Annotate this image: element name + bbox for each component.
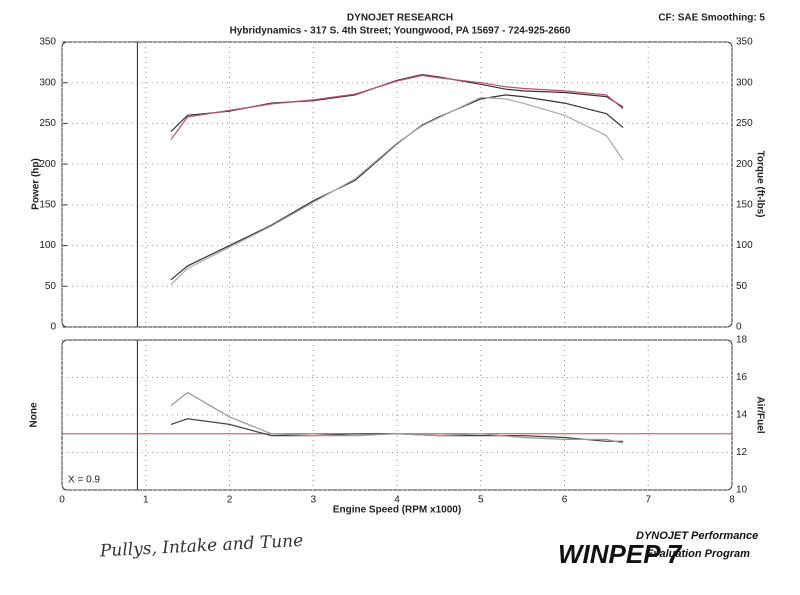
subtitle: Hybridynamics - 317 S. 4th Street; Young… xyxy=(230,26,571,37)
y-tick-label: 250 xyxy=(39,118,56,129)
y-label: Power (hp) xyxy=(31,158,42,210)
y-tick-label: 0 xyxy=(50,322,56,333)
y2-tick-label: 12 xyxy=(736,447,748,458)
handwritten-note: Pullys, Intake and Tune xyxy=(98,531,303,562)
x-tick-label: 0 xyxy=(59,495,65,506)
data-line xyxy=(170,96,624,286)
logo-box xyxy=(558,520,618,570)
y-tick-label: 200 xyxy=(39,159,56,170)
x-tick-label: 1 xyxy=(143,495,149,506)
y2-tick-label: 18 xyxy=(736,335,748,346)
y2-tick-label: 350 xyxy=(736,37,753,48)
y-tick-label: 150 xyxy=(39,199,56,210)
y-tick-label: 100 xyxy=(39,240,56,251)
x-tick-label: 5 xyxy=(478,495,484,506)
x-tick-label: 7 xyxy=(645,495,651,506)
cursor-label: X = 0.9 xyxy=(68,475,100,486)
data-line xyxy=(170,74,624,141)
logo-line: Evaluation Program xyxy=(646,548,750,560)
y2-label: Torque (ft-lbs) xyxy=(754,150,765,217)
x-tick-label: 3 xyxy=(310,495,316,506)
y-label: None xyxy=(29,402,40,427)
y2-label: Air/Fuel xyxy=(754,396,765,433)
data-line xyxy=(170,94,624,281)
settings: CF: SAE Smoothing: 5 xyxy=(658,13,765,24)
x-tick-label: 4 xyxy=(394,495,400,506)
y2-tick-label: 250 xyxy=(736,118,753,129)
x-label: Engine Speed (RPM x1000) xyxy=(333,505,461,516)
title: DYNOJET RESEARCH xyxy=(347,13,453,24)
x-tick-label: 8 xyxy=(729,495,735,506)
x-tick-label: 2 xyxy=(227,495,233,506)
y2-tick-label: 200 xyxy=(736,159,753,170)
y-tick-label: 50 xyxy=(45,281,57,292)
top-frame xyxy=(61,41,733,328)
y2-tick-label: 0 xyxy=(736,322,742,333)
y2-tick-label: 16 xyxy=(736,372,748,383)
y-tick-label: 350 xyxy=(39,37,56,48)
logo-line: DYNOJET Performance xyxy=(636,530,758,542)
y-tick-label: 300 xyxy=(39,77,56,88)
data-line xyxy=(170,391,624,444)
y2-tick-label: 300 xyxy=(736,77,753,88)
y2-tick-label: 50 xyxy=(736,281,748,292)
y2-tick-label: 10 xyxy=(736,485,748,496)
y2-tick-label: 14 xyxy=(736,410,748,421)
x-tick-label: 6 xyxy=(562,495,568,506)
logo-name: WINPEP 7 xyxy=(558,539,683,569)
y2-tick-label: 150 xyxy=(736,199,753,210)
y2-tick-label: 100 xyxy=(736,240,753,251)
